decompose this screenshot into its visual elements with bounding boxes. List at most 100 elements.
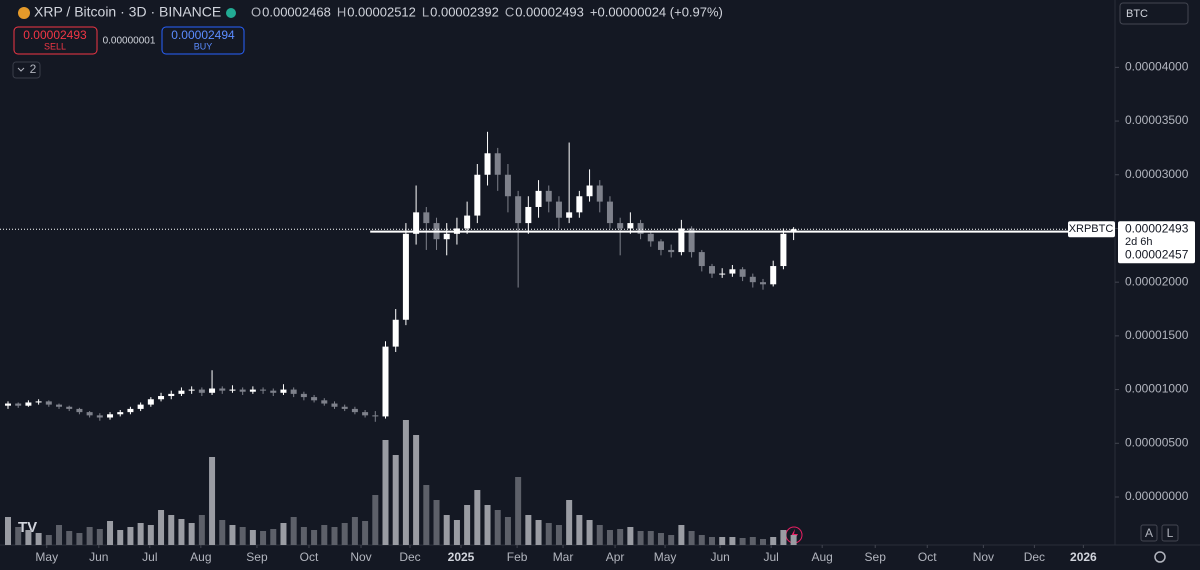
market-status[interactable] xyxy=(226,8,236,18)
candle-body xyxy=(86,412,93,416)
log-scale-button[interactable] xyxy=(1161,524,1179,542)
ohlc-change: +0.00000024 (+0.97%) xyxy=(590,4,723,19)
volume-bar xyxy=(76,533,83,545)
countdown: 2d 6h xyxy=(1125,236,1153,248)
auto-scale-button[interactable] xyxy=(1140,524,1158,542)
volume-bar xyxy=(56,525,63,545)
x-tick-label: Aug xyxy=(812,550,833,564)
candle-body xyxy=(96,415,103,418)
symbol-icon xyxy=(18,7,30,19)
volume-bar xyxy=(413,435,420,545)
volume-bar xyxy=(535,520,542,545)
volume-bar xyxy=(576,515,583,545)
candle-body xyxy=(637,223,644,234)
volume-bar xyxy=(137,523,144,545)
indicators-toggle[interactable] xyxy=(12,61,41,79)
volume-bar xyxy=(402,420,409,545)
x-tick-label: Nov xyxy=(973,550,994,564)
volume-bar xyxy=(382,440,389,545)
x-tick-label: May xyxy=(654,550,677,564)
volume-bar xyxy=(494,510,501,545)
x-tick-label: Dec xyxy=(399,550,420,564)
volume-bar xyxy=(351,517,358,545)
candle-body xyxy=(341,406,348,409)
volume-bar xyxy=(270,529,277,545)
x-tick-label: Dec xyxy=(1024,550,1045,564)
volume-bar xyxy=(25,530,32,545)
buy-button[interactable] xyxy=(161,26,245,55)
candle-body xyxy=(668,249,675,253)
volume-bar xyxy=(280,523,287,545)
log-scale-label: L xyxy=(1167,526,1174,540)
candle-body xyxy=(790,229,797,232)
candle-body xyxy=(647,233,654,242)
candle-body xyxy=(770,266,777,285)
candle-body xyxy=(198,389,205,393)
volume-bar xyxy=(423,485,430,545)
spread: 0.00000001 xyxy=(103,36,156,47)
buy-label: BUY xyxy=(194,41,213,51)
candle-body xyxy=(402,233,409,320)
volume-bar xyxy=(678,525,685,545)
sell-button[interactable] xyxy=(13,26,98,55)
currency-select[interactable] xyxy=(1119,2,1189,25)
candle-body xyxy=(515,196,522,224)
volume-bar xyxy=(525,515,532,545)
candle-body xyxy=(474,174,481,216)
volume-bar xyxy=(433,500,440,545)
volume-bar xyxy=(708,537,715,545)
x-tick-label: Sep xyxy=(865,550,887,564)
tv-logo: TV xyxy=(18,519,37,536)
settings-icon[interactable] xyxy=(1154,551,1166,563)
buy-price: 0.00002494 xyxy=(171,28,235,42)
sell-price: 0.00002493 xyxy=(23,28,87,42)
volume-bar xyxy=(107,521,114,545)
volume-bar xyxy=(647,531,654,545)
candle-body xyxy=(729,269,736,274)
volume-bar xyxy=(219,520,226,545)
volume-bar xyxy=(617,529,624,545)
volume-bar xyxy=(719,537,726,545)
candle-body xyxy=(596,185,603,202)
volume-bar xyxy=(96,529,103,545)
candle-body xyxy=(35,401,42,403)
price-tag-label: 0.00002457 xyxy=(1125,247,1189,261)
volume-bar xyxy=(657,533,664,545)
candle-body xyxy=(280,389,287,393)
volume-bar xyxy=(239,527,246,545)
candle-body xyxy=(382,346,389,417)
indicators-count: 2 xyxy=(30,62,37,76)
volume-bar xyxy=(249,530,256,545)
candle-body xyxy=(209,388,216,393)
candle-body xyxy=(576,196,583,213)
y-tick-label: 0.00001500 xyxy=(1125,328,1189,342)
x-tick-label: Jun xyxy=(89,550,108,564)
volume-bar xyxy=(698,535,705,545)
candle-body xyxy=(168,393,175,397)
candle-body xyxy=(321,400,328,404)
ohlc-value: 0.00002468 xyxy=(262,4,331,19)
chevron-icon xyxy=(17,67,25,72)
volume-bar xyxy=(780,530,787,545)
candle-body xyxy=(76,408,83,413)
volume-bar xyxy=(311,530,318,545)
volume-bar xyxy=(127,527,134,545)
y-tick-label: 0.00002000 xyxy=(1125,274,1189,288)
candle-body xyxy=(749,276,756,283)
volume-bar xyxy=(158,510,165,545)
candle-body xyxy=(270,390,277,393)
candle-body xyxy=(413,212,420,234)
candle-body xyxy=(290,389,297,394)
candle-body xyxy=(545,190,552,202)
candle-body xyxy=(657,241,664,250)
candle-body xyxy=(719,273,726,275)
volume-bar xyxy=(688,531,695,545)
volume-bar xyxy=(464,505,471,545)
volume-bar xyxy=(45,535,52,545)
volume-bar xyxy=(331,527,338,545)
candle-body xyxy=(107,414,114,418)
volume-bar xyxy=(300,527,307,545)
last-price-box xyxy=(1118,221,1195,252)
volume-bar xyxy=(321,525,328,545)
